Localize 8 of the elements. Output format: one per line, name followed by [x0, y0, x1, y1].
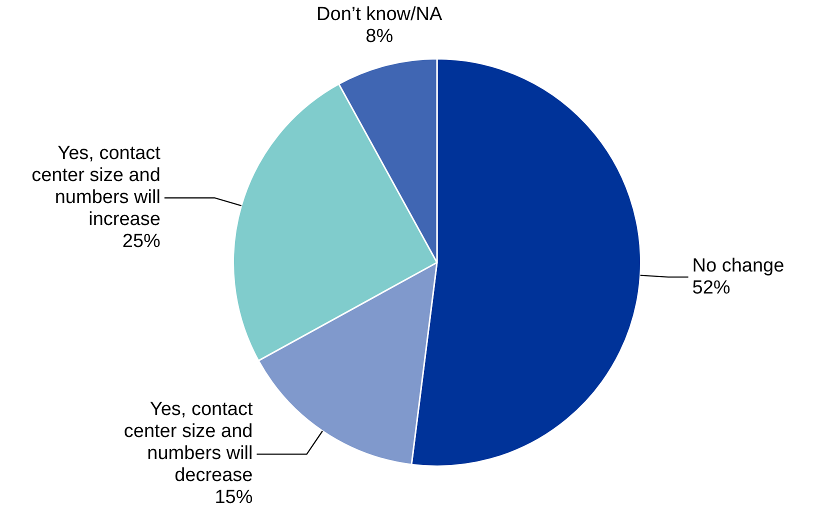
slice-label: Don’t know/NA: [316, 4, 443, 26]
data-label: 8%: [366, 26, 394, 48]
slice-label: No change: [692, 255, 784, 276]
data-label: 15%: [214, 487, 253, 508]
data-label: 52%: [692, 277, 730, 298]
slice-label: Yes, contact center size and numbers will increase: [32, 143, 162, 230]
slice-label: Yes, contact center size and numbers will decrease: [124, 399, 254, 486]
data-label: 25%: [122, 231, 161, 252]
